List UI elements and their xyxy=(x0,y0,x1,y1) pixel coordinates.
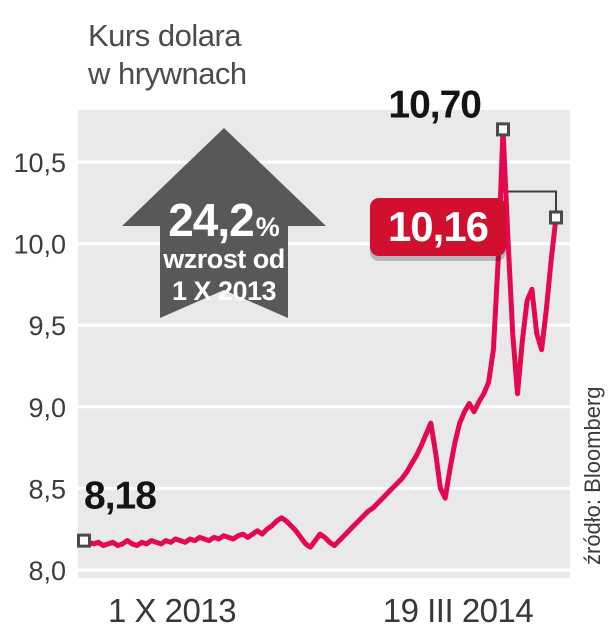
y-tick-label: 10,5 xyxy=(13,148,66,178)
gridlines xyxy=(78,160,570,572)
increase-since-label: 1 X 2013 xyxy=(172,276,277,306)
source-credit: źródło: Bloomberg xyxy=(580,386,605,565)
end-value-badge-box xyxy=(370,198,506,256)
x-axis-label-end: 19 III 2014 xyxy=(383,592,534,629)
data-point-markers xyxy=(77,122,563,548)
marker-square xyxy=(496,122,511,137)
marker-square xyxy=(77,533,91,548)
y-tick-label: 9,5 xyxy=(28,311,66,341)
price-line xyxy=(81,126,559,550)
y-tick-label: 8,5 xyxy=(28,474,66,504)
chart-title-line2: w hrywnach xyxy=(87,56,247,91)
end-value-label: 10,16 xyxy=(388,203,488,250)
start-value-label: 8,18 xyxy=(84,475,156,518)
y-tick-label: 10,0 xyxy=(13,230,66,260)
chart-title-line1: Kurs dolara xyxy=(88,18,242,53)
end-value-badge: 10,16 xyxy=(370,198,506,261)
y-tick-label: 8,0 xyxy=(28,556,66,586)
y-tick-label: 9,0 xyxy=(28,393,66,423)
increase-percent-label: 24,2% xyxy=(168,194,280,246)
y-axis-labels: 8,0 8,5 9,0 9,5 10,0 10,5 xyxy=(13,148,66,586)
peak-value-label: 10,70 xyxy=(388,83,481,126)
x-axis-label-start: 1 X 2013 xyxy=(108,592,236,629)
plot-background xyxy=(78,110,570,578)
end-value-connector xyxy=(508,190,557,218)
increase-text-label: wzrost od xyxy=(162,244,285,274)
up-arrow-icon xyxy=(122,128,326,318)
increase-arrow-badge: 24,2% wzrost od 1 X 2013 xyxy=(122,128,326,318)
marker-square xyxy=(549,210,563,225)
